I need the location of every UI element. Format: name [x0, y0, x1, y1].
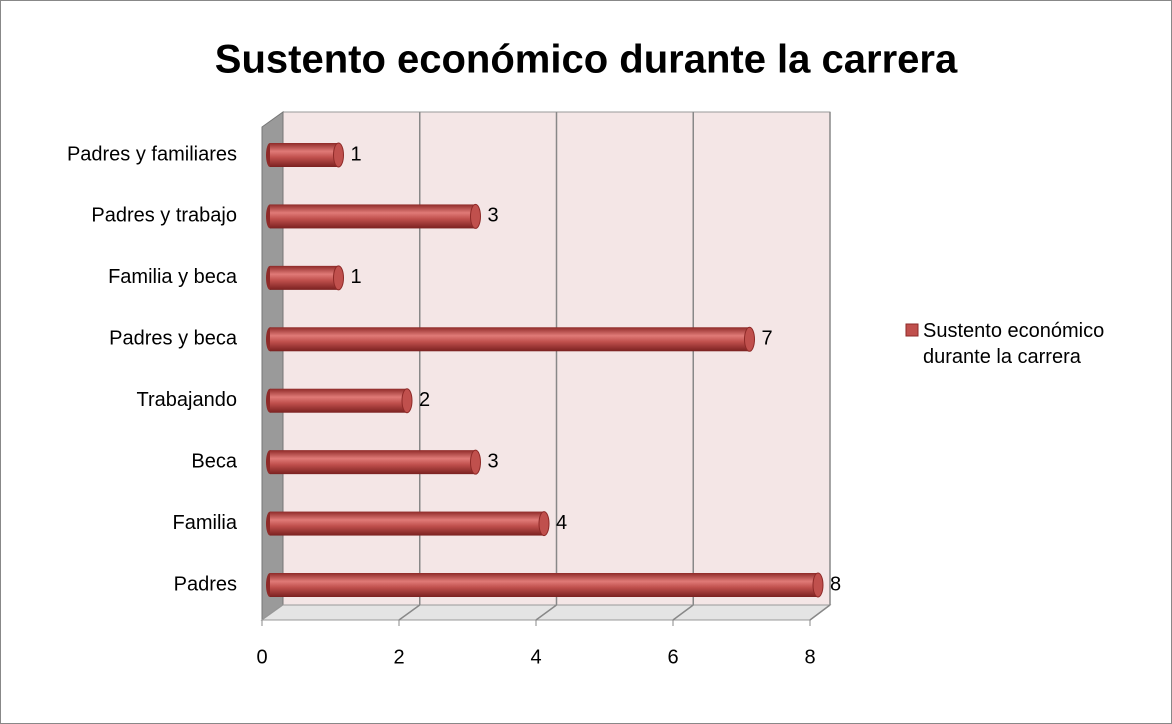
grid-line: [809, 604, 831, 621]
bar-cap: [538, 511, 550, 537]
bar-cap: [401, 388, 413, 414]
bar: [270, 511, 544, 536]
bar-cap: [470, 203, 481, 229]
bar-cap: [812, 572, 824, 598]
y-tick-label: Padres y trabajo: [91, 205, 237, 227]
bar-cap: [333, 142, 344, 168]
y-tick-label: Padres y familiares: [67, 143, 237, 165]
data-label: 3: [488, 205, 499, 227]
chart-title: Sustento económico durante la carrera: [215, 38, 958, 82]
x-tick-label: 0: [256, 646, 267, 668]
side-wall: [261, 111, 284, 621]
bar-cap: [470, 449, 481, 475]
y-tick-label: Beca: [191, 450, 237, 472]
x-tick-label: 4: [530, 646, 541, 668]
bar: [270, 204, 476, 229]
data-label: 7: [762, 328, 773, 350]
data-label: 1: [351, 266, 362, 288]
data-label: 4: [556, 512, 567, 534]
y-tick-label: Familia: [173, 512, 238, 534]
bar: [270, 327, 750, 352]
legend-label: Sustento económico durante la carrera: [923, 320, 1105, 368]
bar-cap: [333, 265, 344, 291]
bar-cap: [744, 326, 755, 352]
bar: [270, 450, 476, 475]
y-tick-label: Padres: [174, 573, 237, 595]
grid-line: [672, 604, 694, 621]
x-tick-label: 8: [804, 646, 815, 668]
data-label: 8: [830, 573, 841, 595]
data-label: 1: [351, 143, 362, 165]
x-tick-label: 2: [393, 646, 404, 668]
grid-line: [398, 604, 421, 621]
y-tick-label: Familia y beca: [108, 266, 238, 288]
y-tick-label: Padres y beca: [109, 328, 238, 350]
data-label: 2: [419, 389, 430, 411]
grid-line: [535, 604, 557, 621]
bar: [270, 573, 818, 597]
x-tick-label: 6: [667, 646, 678, 668]
legend-swatch: [905, 323, 919, 337]
data-label: 3: [488, 450, 499, 472]
bar: [270, 388, 407, 413]
bar: [270, 265, 339, 290]
bar: [270, 143, 339, 167]
y-tick-label: Trabajando: [137, 389, 237, 411]
